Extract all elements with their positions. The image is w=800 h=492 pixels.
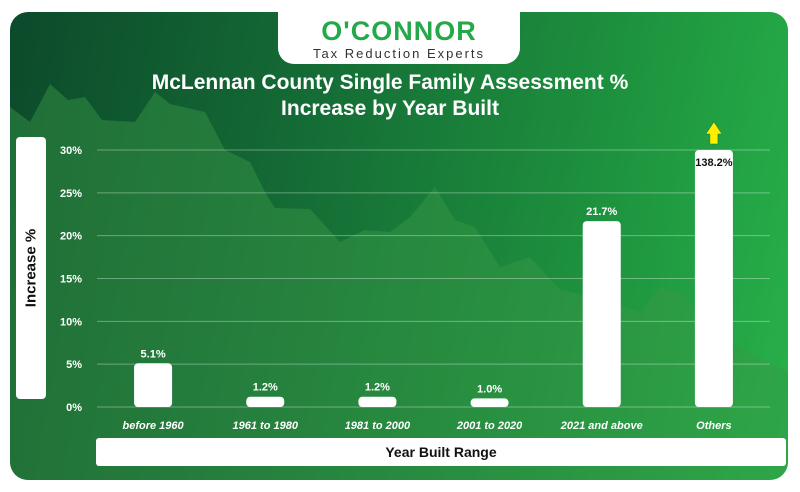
x-tick-label: before 1960: [123, 420, 185, 432]
data-label: 1.0%: [477, 383, 502, 395]
logo-wordmark: O'CONNOR: [321, 16, 477, 46]
y-tick-label: 15%: [60, 274, 82, 286]
bar: [470, 398, 509, 407]
chart-title-line-1: McLennan County Single Family Assessment…: [151, 71, 629, 94]
x-axis-label-box: Year Built Range: [96, 438, 786, 466]
chart-title-line-2: Increase by Year Built: [281, 97, 499, 120]
bar: [134, 363, 173, 407]
x-tick-label: 1961 to 1980: [233, 420, 299, 432]
data-label: 5.1%: [141, 348, 166, 360]
chart-title: McLennan County Single Family Assessment…: [110, 70, 670, 122]
bar: [694, 150, 733, 407]
data-label: 1.2%: [365, 382, 390, 394]
bar: [358, 396, 397, 407]
x-tick-label: Others: [696, 420, 731, 432]
overflow-arrow-icon: [705, 121, 723, 145]
data-label: 1.2%: [253, 382, 278, 394]
y-tick-label: 25%: [60, 188, 82, 200]
y-tick-label: 10%: [60, 316, 82, 328]
y-tick-label: 0%: [66, 402, 82, 414]
x-axis-label: Year Built Range: [385, 444, 497, 460]
x-tick-label: 2021 and above: [560, 420, 643, 432]
y-axis-label-box: Increase %: [16, 137, 46, 399]
data-label: 21.7%: [586, 206, 617, 218]
logo-tagline: Tax Reduction Experts: [312, 46, 486, 61]
y-tick-label: 30%: [60, 145, 82, 157]
x-tick-label: 1981 to 2000: [345, 420, 411, 432]
x-tick-label: 2001 to 2020: [456, 420, 523, 432]
bar: [582, 221, 621, 407]
bar: [246, 396, 285, 407]
data-label: 138.2%: [695, 157, 733, 169]
y-tick-label: 5%: [66, 359, 82, 371]
brand-logo: O'CONNOR Tax Reduction Experts: [278, 12, 520, 64]
y-tick-label: 20%: [60, 231, 82, 243]
